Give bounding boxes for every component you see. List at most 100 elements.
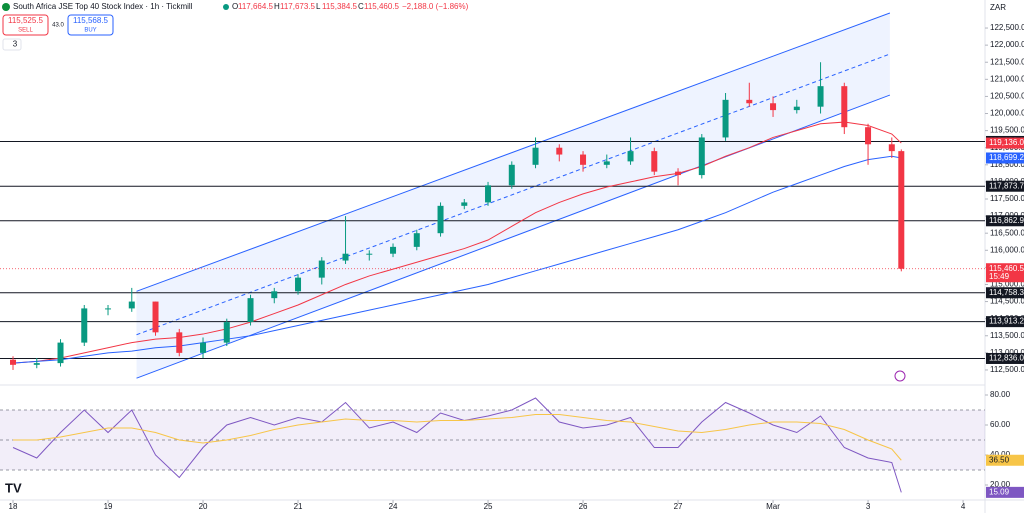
candle-body [627,151,634,162]
candle-body [223,322,230,343]
flag-icon [2,3,10,11]
spread: 43.0 [52,23,64,29]
y-tick-label: 121,500.0 [990,57,1024,66]
x-tick-label: 25 [484,502,493,511]
candle-body [128,301,135,309]
candle-body [698,137,705,176]
header: South Africa JSE Top 40 Stock Index · 1h… [2,2,1006,495]
rsi-last-label: 15.09 [989,487,1010,496]
buy-button[interactable] [67,14,114,36]
candle-body [770,103,777,111]
level-label: 112,836.0 [989,354,1024,363]
indicator-count[interactable]: 3 [13,40,18,49]
ohlc-value: 117,673.5 [280,2,316,11]
candle-body [675,171,682,176]
alert-icon[interactable] [894,370,906,382]
candle-body [888,144,895,152]
sell-label[interactable]: SELL [18,28,33,34]
y-tick-label: 112,500.0 [990,365,1024,374]
candle-body [508,164,515,186]
ohlc-value: 117,664.5 [238,2,274,11]
moving-average [12,155,902,364]
ohlc-label: C [358,2,364,11]
candle-body [865,127,872,145]
candle-body [461,202,468,206]
plot-area: 112,500.0113,000.0113,500.0114,000.0114,… [0,12,1024,511]
candle-body [556,147,563,155]
moving-average [12,121,902,364]
candle-body [898,151,905,269]
ohlc-value: 115,384.5 [322,2,358,11]
candle-body [200,342,207,353]
sell-button[interactable] [2,14,49,36]
rsi-last-label: 36.50 [989,455,1010,464]
y-tick-label: 116,500.0 [990,228,1024,237]
buy-label[interactable]: BUY [84,28,96,34]
x-tick-label: 20 [199,502,208,511]
level-label-box [986,152,1024,164]
x-tick-label: 21 [294,502,303,511]
candle-body [271,291,278,299]
level-label: 118,699.2 [989,153,1024,162]
candle-body [105,308,112,310]
y-tick-label: 120,000.0 [990,109,1024,118]
level-label: 117,873.7 [989,181,1024,190]
level-label-box [986,352,1024,364]
candle-body [318,260,325,278]
rsi-line [13,414,902,461]
x-tick-label: 19 [104,502,113,511]
candle-body [485,185,492,203]
candle-body [532,147,539,165]
candle-body [413,233,420,247]
rsi-tick-label: 60.00 [990,420,1011,429]
sell-price[interactable]: 115,525.5 [8,16,44,25]
level-label-box [986,137,1024,149]
buy-price[interactable]: 115,568.5 [73,16,109,25]
level-label-box [986,287,1024,299]
candle-body [342,253,349,261]
rsi-tick-label: 20.00 [990,480,1011,489]
y-tick-label: 113,500.0 [990,331,1024,340]
ohlc-label: H [274,2,280,11]
candle-body [746,99,753,104]
y-tick-label: 118,500.0 [990,160,1024,169]
ohlc-label: L [316,2,321,11]
change: −2,188.0 (−1.86%) [402,2,469,11]
candle-body [247,298,254,323]
candle-body [651,151,658,172]
candle-body [722,99,729,138]
y-tick-label: 113,000.0 [990,348,1024,357]
indicators-toggle[interactable] [2,38,22,51]
channel-fill [136,12,890,379]
candle-body [33,363,40,365]
candle-body [793,106,800,111]
level-label: 115,460.5 [989,264,1024,273]
candle-body [176,332,183,353]
candle-body [10,359,17,365]
status-dot [223,4,229,10]
candle-body [366,253,373,255]
candle-body [295,277,302,292]
level-label-box [986,215,1024,227]
y-tick-label: 122,500.0 [990,23,1024,32]
candle-body [152,301,159,333]
x-tick-label: Mar [766,502,780,511]
candle-body [390,246,397,254]
y-tick-label: 117,500.0 [990,194,1024,203]
level-label: 113,913.2 [989,317,1024,326]
x-tick-label: 27 [674,502,683,511]
logo: TV [5,480,22,495]
rsi-tick-label: 80.00 [990,390,1011,399]
x-tick-label: 26 [579,502,588,511]
x-tick-label: 24 [389,502,398,511]
rsi-last-box [986,454,1024,466]
ohlc-value: 115,460.5 [364,2,400,11]
y-tick-label: 120,500.0 [990,92,1024,101]
rsi-last-box [986,486,1024,498]
candle-body [57,342,64,364]
level-time: 15:49 [989,272,1010,281]
level-label-box [986,180,1024,192]
y-tick-label: 121,000.0 [990,74,1024,83]
candle-body [817,86,824,107]
channel-lower [136,94,891,379]
